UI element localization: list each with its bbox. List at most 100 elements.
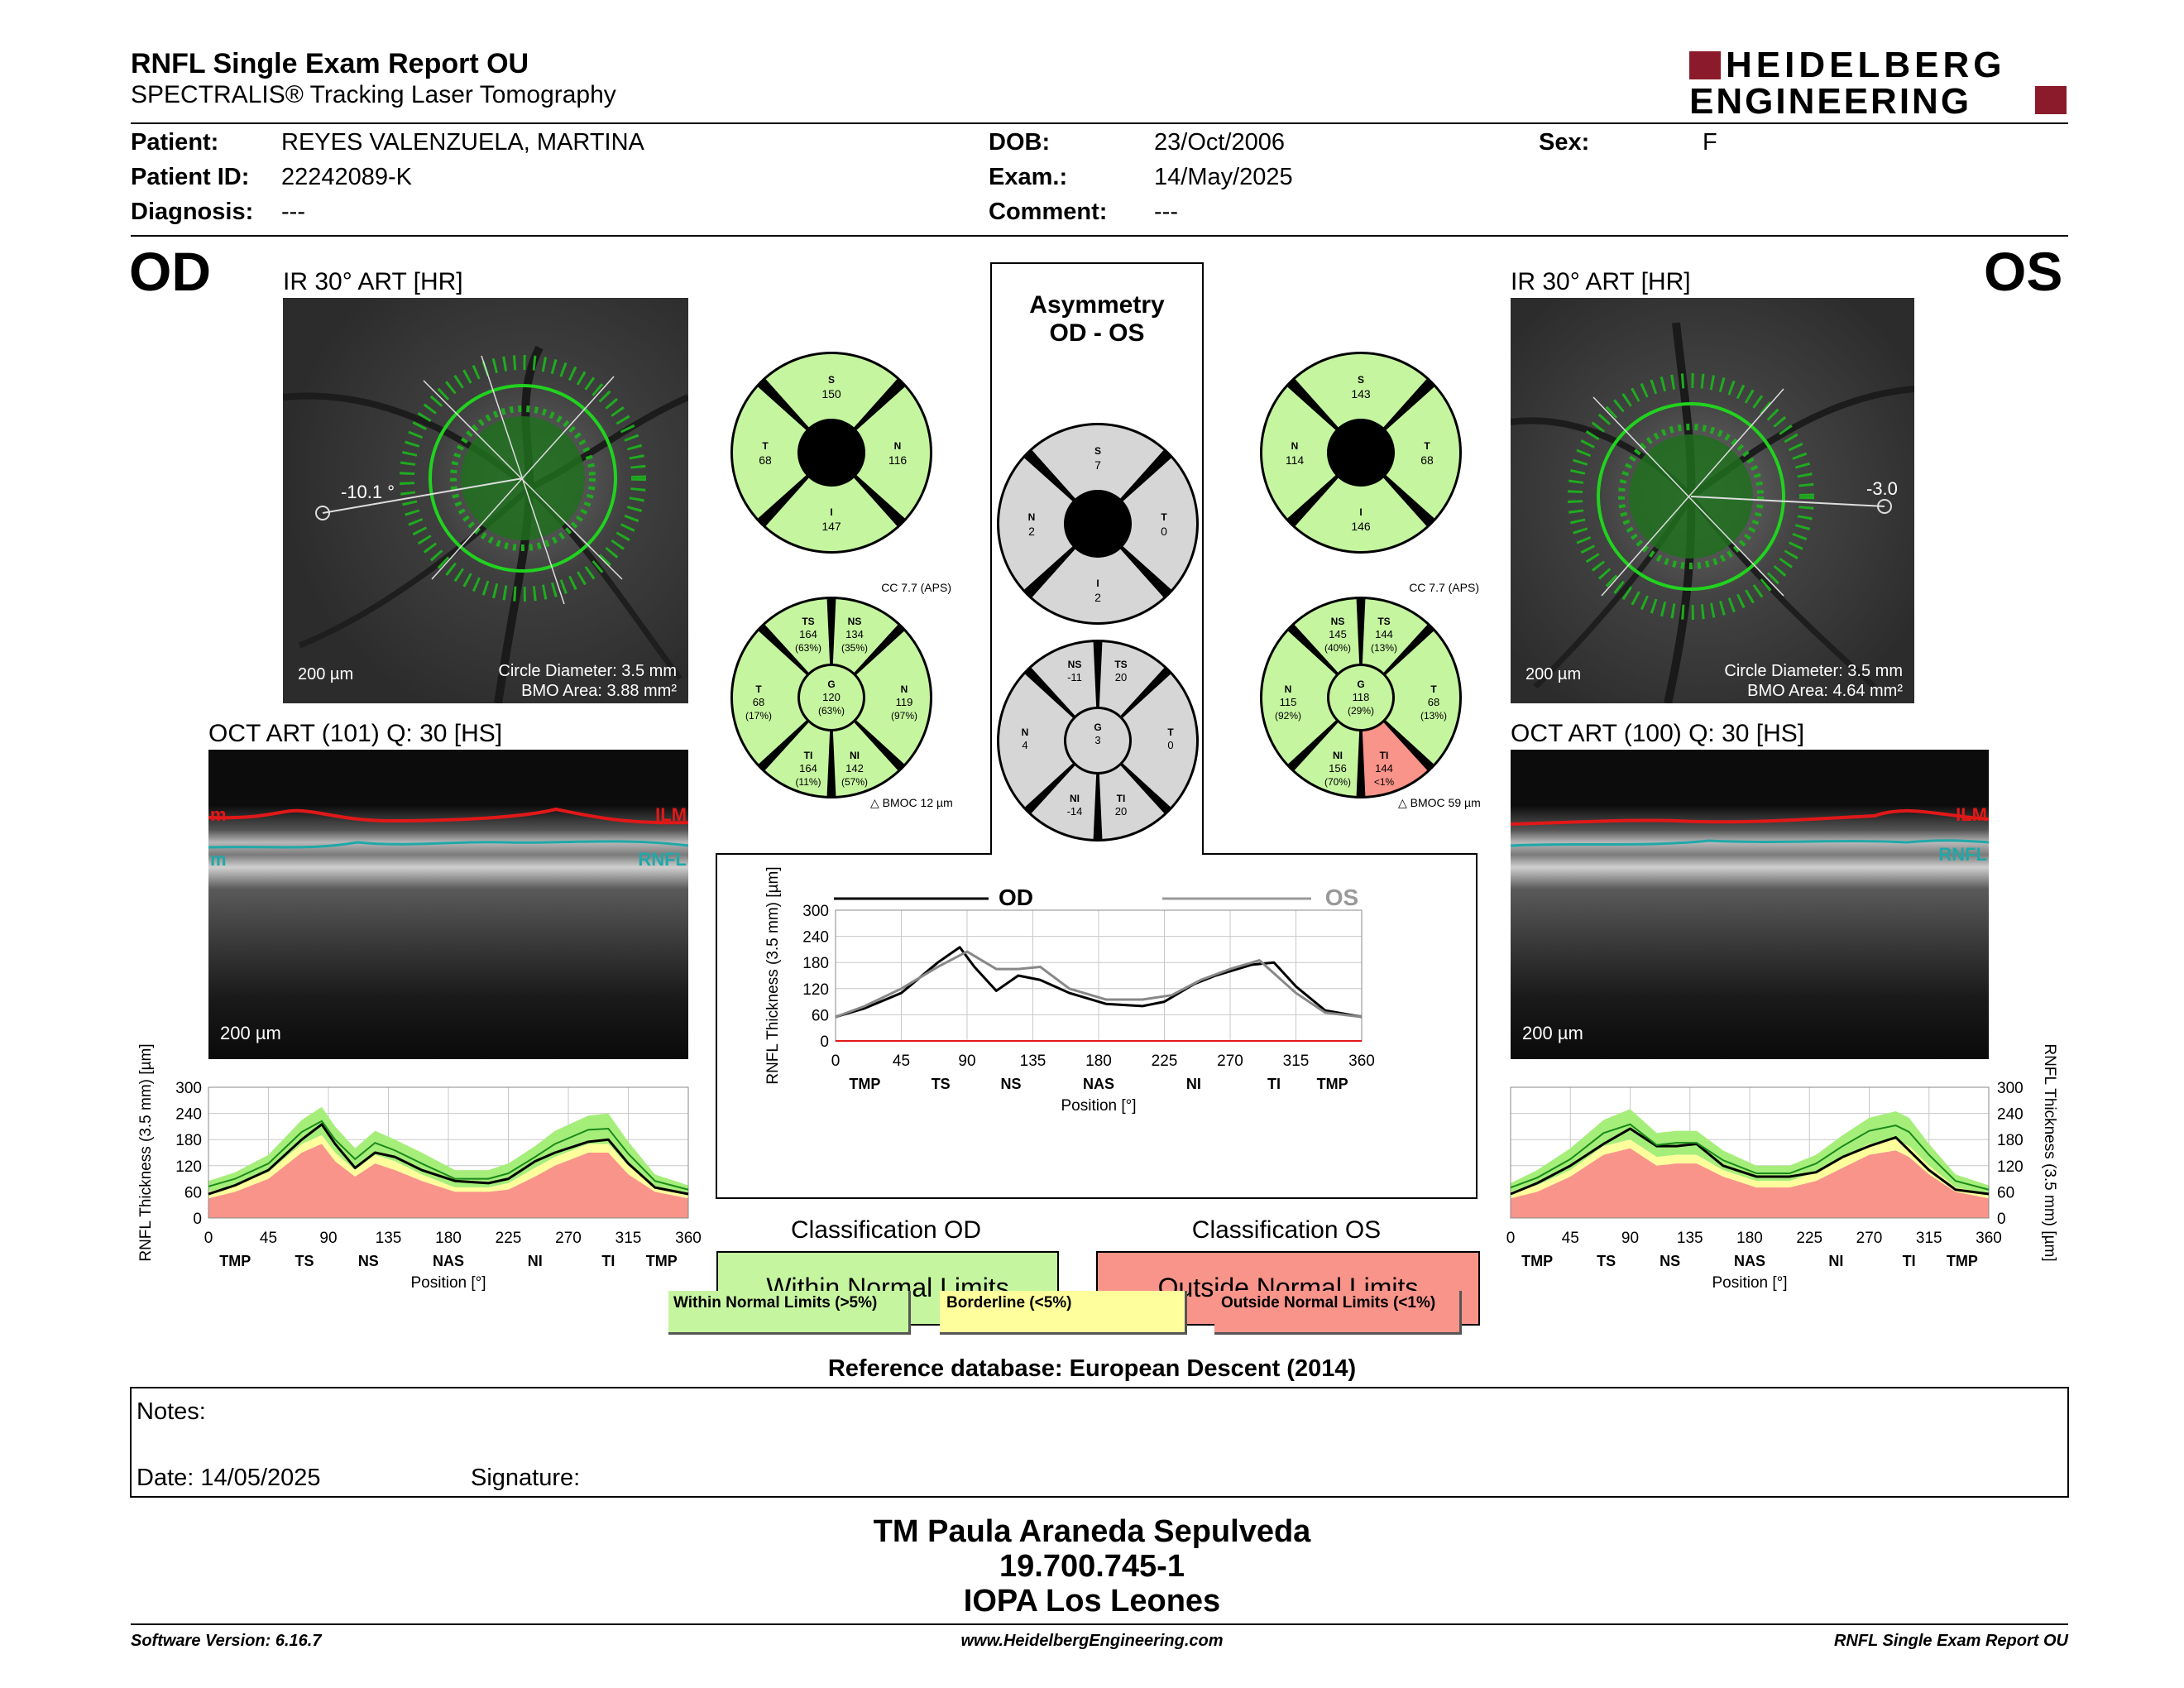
od-sector-g-label: G bbox=[827, 679, 835, 690]
od-circle-diameter: Circle Diameter: 3.5 mm bbox=[498, 662, 677, 680]
legend-borderline: Borderline (<5%) bbox=[940, 1291, 1187, 1335]
od_profile-sector-tick-6: TMP bbox=[646, 1253, 678, 1269]
os_profile-ylabel: RNFL Thickness (3.5 mm) [µm] bbox=[2041, 1043, 2058, 1261]
asym-sector-ni-value: -14 bbox=[1067, 805, 1083, 818]
od_profile-sector-tick-4: NI bbox=[528, 1253, 543, 1269]
legend-within: Within Normal Limits (>5%) bbox=[668, 1291, 911, 1335]
asym-sector-ti-label: TI bbox=[1117, 793, 1126, 804]
notes-box: Notes: Date: 14/05/2025 Signature: bbox=[130, 1387, 2069, 1498]
os-sector-t-percent: (13%) bbox=[1420, 710, 1447, 722]
asymmetry_profile-xtick-315: 315 bbox=[1283, 1053, 1310, 1070]
od-sector-s-label: S bbox=[828, 374, 835, 386]
os-sector-ns-percent: (40%) bbox=[1324, 642, 1351, 654]
od-sector-t-percent: (17%) bbox=[745, 710, 772, 722]
od-sector-ns-label: NS bbox=[848, 616, 862, 627]
os-cc-label: CC 7.7 (APS) bbox=[1409, 581, 1479, 594]
asym-sector-4: S7 N 2 I 2 T 0 bbox=[997, 423, 1199, 625]
od-oct-bscan: m ILM m RNFL 200 µm bbox=[208, 750, 688, 1059]
os-sector-t-value: 68 bbox=[1428, 696, 1439, 708]
asymmetry_profile-xtick-225: 225 bbox=[1152, 1053, 1178, 1070]
os-eye-label: OS bbox=[1984, 241, 2063, 302]
os-oct-scale: 200 µm bbox=[1522, 1023, 1583, 1043]
od-ir-title: IR 30° ART [HR] bbox=[283, 268, 463, 295]
os-ilm-label: ILM bbox=[1956, 804, 1987, 825]
os_profile-xtick-0: 0 bbox=[1506, 1230, 1516, 1247]
os-sector-ni-label: NI bbox=[1333, 750, 1343, 761]
od_profile-band-outside bbox=[208, 1144, 688, 1218]
od-fundus-image: -10.1 ° 200 µm Circle Diameter: 3.5 mm B… bbox=[283, 298, 688, 703]
od-sector-ni bbox=[832, 722, 898, 796]
os_profile-ytick-300: 300 bbox=[1997, 1080, 2024, 1097]
od-sector-t-label: T bbox=[755, 683, 762, 695]
os-sector-t-label: T bbox=[1430, 683, 1437, 695]
od-sector-n-value: 119 bbox=[896, 696, 913, 708]
asym-sector-t-label: T bbox=[1167, 727, 1174, 738]
od-sector-i-label: I bbox=[830, 506, 832, 518]
comment-value: --- bbox=[1154, 199, 1178, 225]
asymmetry_profile-ytick-180: 180 bbox=[802, 955, 829, 972]
asymmetry_profile-xtick-180: 180 bbox=[1085, 1053, 1112, 1070]
os-sector-s bbox=[1295, 354, 1427, 428]
asymmetry_profile-ylabel: RNFL Thickness (3.5 mm) [µm] bbox=[764, 866, 782, 1084]
od-sector-ns bbox=[832, 599, 898, 673]
dob-value: 23/Oct/2006 bbox=[1154, 129, 1285, 156]
asymmetry_profile-xtick-0: 0 bbox=[831, 1053, 841, 1070]
od_profile-ytick-60: 60 bbox=[184, 1184, 202, 1201]
asymmetry_profile-sector-tick-5: TI bbox=[1267, 1076, 1281, 1092]
os_profile-xtick-270: 270 bbox=[1856, 1230, 1883, 1247]
od_profile-xtick-90: 90 bbox=[319, 1230, 337, 1247]
asymmetry_profile-xtick-270: 270 bbox=[1217, 1053, 1243, 1070]
os_profile-ytick-180: 180 bbox=[1997, 1132, 2024, 1149]
os-sector-ts-label: TS bbox=[1377, 616, 1390, 627]
od-sector-ts-value: 164 bbox=[799, 628, 817, 640]
od-sector-t-value: 68 bbox=[753, 696, 764, 708]
od_profile-xtick-45: 45 bbox=[260, 1230, 277, 1247]
os-sector-n-percent: (92%) bbox=[1275, 710, 1301, 722]
od_profile-band-borderline bbox=[208, 1134, 688, 1199]
asymmetry_profile-sector-tick-3: NAS bbox=[1083, 1076, 1114, 1092]
asym-sector-t bbox=[1123, 458, 1196, 590]
od-sector-s-value: 150 bbox=[821, 387, 841, 400]
asym-sector-n-label: N bbox=[1022, 727, 1029, 738]
asym-sector-s bbox=[1032, 425, 1164, 499]
footer-url[interactable]: www.HeidelbergEngineering.com bbox=[960, 1632, 1224, 1650]
od-sector-g-value: 120 bbox=[822, 691, 841, 703]
os-sector-n-value: 115 bbox=[1280, 696, 1297, 708]
patient-id: 22242089-K bbox=[281, 164, 413, 190]
od-cc-label: CC 7.7 (APS) bbox=[881, 581, 951, 594]
od-sector-t bbox=[733, 386, 807, 519]
os_profile-sector-tick-5: TI bbox=[1903, 1253, 1916, 1269]
footer-report-name: RNFL Single Exam Report OU bbox=[1833, 1632, 2068, 1650]
sex-label: Sex: bbox=[1539, 129, 1590, 156]
od-bmoc-label: △ BMOC 12 µm bbox=[870, 796, 953, 809]
os-sector-g-percent: (29%) bbox=[1348, 705, 1374, 717]
sex-value: F bbox=[1703, 129, 1717, 156]
od_profile-sector-tick-0: TMP bbox=[219, 1253, 251, 1269]
asym-sector-ns-label: NS bbox=[1068, 659, 1082, 670]
od-oct-scale: 200 µm bbox=[220, 1023, 281, 1043]
os-sector-ns-value: 145 bbox=[1329, 628, 1347, 640]
asymmetry_profile-xtick-45: 45 bbox=[893, 1053, 910, 1070]
od_profile-xtick-225: 225 bbox=[496, 1230, 522, 1247]
od_profile-frame bbox=[208, 1086, 689, 1219]
od-sector-ts bbox=[764, 599, 831, 673]
asym-sector-t bbox=[1123, 674, 1196, 808]
od-sector-t-label: T bbox=[762, 440, 769, 452]
od_profile-sector-tick-3: NAS bbox=[433, 1253, 464, 1269]
od_profile-ytick-0: 0 bbox=[193, 1211, 202, 1228]
dob-label: DOB: bbox=[989, 129, 1051, 156]
os-sector-g bbox=[1329, 666, 1392, 729]
asym-sector-n-label: N bbox=[1028, 511, 1036, 523]
os-sector-ns bbox=[1294, 599, 1360, 673]
os-bmo-area: BMO Area: 4.64 mm² bbox=[1747, 682, 1903, 700]
od-ilm-label: ILM bbox=[655, 804, 687, 825]
os_profile-sector-tick-6: TMP bbox=[1947, 1253, 1978, 1269]
institution: IOPA Los Leones bbox=[963, 1584, 1221, 1618]
od_profile-ytick-180: 180 bbox=[175, 1132, 202, 1149]
od-sector-ti-value: 164 bbox=[799, 762, 817, 774]
report-subtitle: SPECTRALIS® Tracking Laser Tomography bbox=[131, 81, 616, 108]
os-sector-n bbox=[1262, 631, 1336, 765]
